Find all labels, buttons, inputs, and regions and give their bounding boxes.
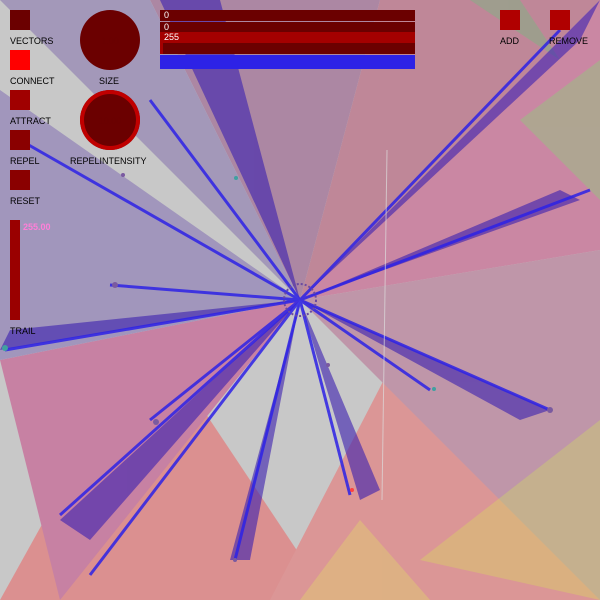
trail-label: TRAIL [10,326,36,336]
vectors-label: VECTORS [10,36,54,46]
slider-alpha-fill [160,43,163,54]
color-preview [160,55,415,69]
repel-label: REPEL [10,156,40,166]
repel-intensity-knob-value: 10.00 [98,116,122,126]
reset-button[interactable] [10,170,30,190]
slider-blue[interactable]: 255 [160,32,415,43]
slider-blue-value: 255 [164,32,180,42]
slider-green[interactable]: 0 [160,22,415,33]
size-knob-value: 1.00 [101,36,119,46]
connect-label: CONNECT [10,76,55,86]
trail-value: 255.00 [23,222,51,232]
slider-red-value: 0 [164,10,170,20]
slider-blue-fill [160,32,415,43]
remove-label: REMOVE [549,36,589,46]
connect-toggle[interactable] [10,50,30,70]
size-label: SIZE [99,76,120,86]
attract-toggle[interactable] [10,90,30,110]
add-label: ADD [500,36,520,46]
repel-intensity-label: REPELINTENSITY [70,156,147,166]
repel-toggle[interactable] [10,130,30,150]
size-knob[interactable]: 1.00 [80,10,140,70]
slider-red[interactable]: 0 [160,10,415,21]
add-button[interactable] [500,10,520,30]
repel-intensity-knob[interactable]: 10.00 [80,90,140,150]
trail-slider[interactable] [10,220,20,320]
slider-green-value: 0 [164,22,170,32]
vectors-toggle[interactable] [10,10,30,30]
reset-label: RESET [10,196,41,206]
slider-alpha[interactable] [160,43,415,54]
attract-label: ATTRACT [10,116,51,126]
remove-button[interactable] [550,10,570,30]
